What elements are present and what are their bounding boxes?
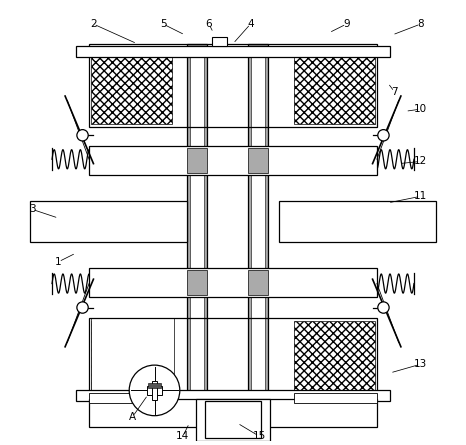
Bar	[251, 46, 265, 399]
Text: 13: 13	[414, 359, 427, 369]
Text: 9: 9	[343, 19, 350, 29]
Bar	[89, 319, 377, 401]
Bar	[152, 381, 157, 400]
Text: 6: 6	[206, 19, 212, 29]
Text: 4: 4	[247, 19, 254, 29]
Text: 11: 11	[414, 191, 427, 201]
Text: 12: 12	[414, 157, 427, 166]
Bar	[294, 320, 375, 399]
Text: 14: 14	[176, 431, 190, 441]
Bar	[187, 44, 207, 401]
Text: 1: 1	[55, 257, 62, 267]
Text: A: A	[129, 412, 136, 421]
Text: 10: 10	[414, 104, 427, 114]
Bar	[89, 44, 377, 126]
Text: 5: 5	[160, 19, 166, 29]
Text: 15: 15	[253, 431, 266, 441]
Bar	[30, 201, 187, 242]
Bar	[89, 268, 377, 297]
Bar	[248, 270, 268, 295]
Bar	[196, 399, 270, 441]
Bar	[212, 37, 227, 46]
Bar	[279, 201, 436, 242]
Text: 3: 3	[29, 204, 36, 214]
Text: 2: 2	[90, 19, 97, 29]
Text: 8: 8	[417, 19, 424, 29]
Bar	[148, 384, 161, 388]
Text: 7: 7	[391, 87, 397, 97]
Bar	[89, 146, 377, 174]
Bar	[190, 46, 204, 399]
Bar	[147, 386, 162, 395]
Bar	[91, 320, 172, 399]
Bar	[89, 392, 172, 404]
Circle shape	[378, 302, 389, 313]
Bar	[76, 46, 390, 57]
Circle shape	[77, 129, 88, 141]
Circle shape	[129, 365, 180, 416]
Bar	[248, 44, 268, 401]
Bar	[248, 148, 268, 173]
Bar	[91, 319, 174, 404]
Bar	[294, 46, 375, 124]
Bar	[91, 46, 172, 124]
Bar	[294, 392, 377, 404]
Circle shape	[77, 302, 88, 313]
Bar	[187, 148, 207, 173]
Bar	[76, 390, 390, 401]
Circle shape	[378, 129, 389, 141]
Bar	[89, 399, 377, 428]
Bar	[187, 270, 207, 295]
Bar	[205, 401, 261, 438]
